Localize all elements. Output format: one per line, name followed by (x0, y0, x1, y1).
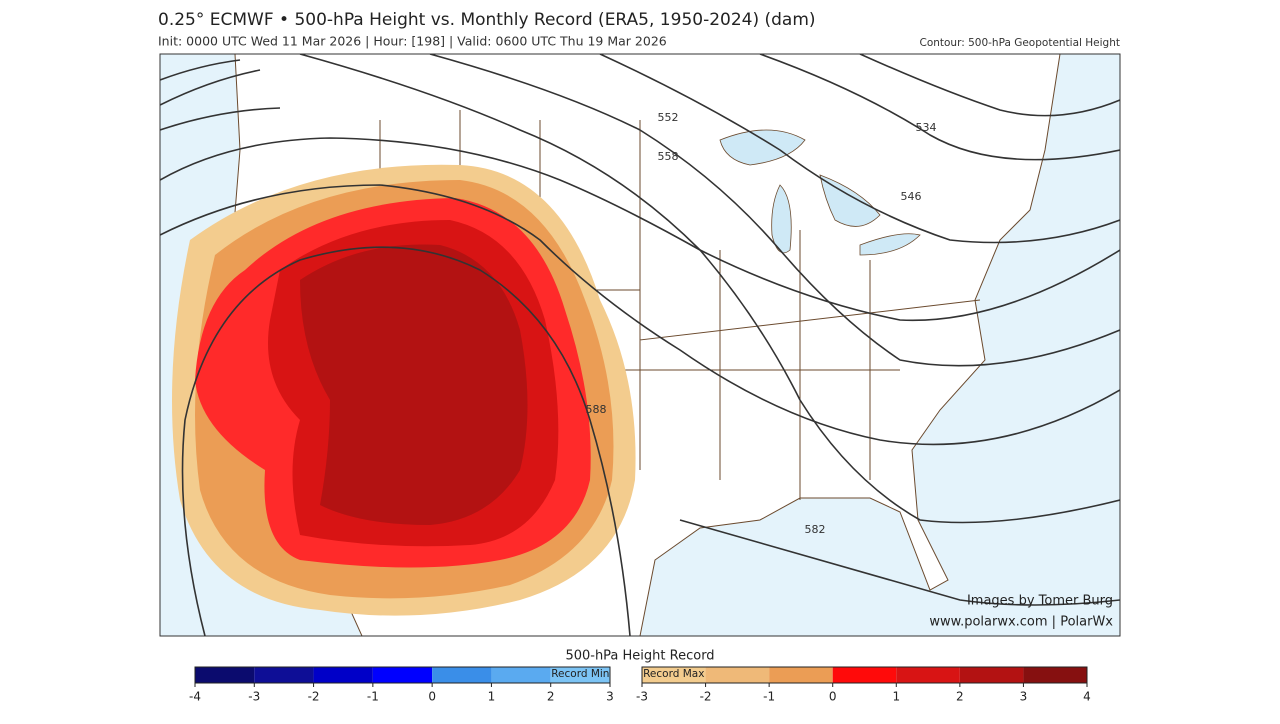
colorbar-tick-label: -2 (700, 690, 712, 704)
credit: Images by Tomer Burg (967, 594, 1113, 609)
contour-note: Contour: 500-hPa Geopotential Height (919, 37, 1120, 49)
colorbar-tick-label: 4 (1083, 690, 1091, 704)
colorbar-tick-label: 3 (606, 690, 614, 704)
anomaly-fill (172, 164, 636, 616)
contour-label: 582 (805, 523, 826, 536)
colorbar-segment (491, 667, 551, 683)
colorbars: -4 -3 -2 -1 0 1 2 3 Record Min -3 -2 -1 0 1 2 3 4 Record … (189, 666, 1091, 704)
map: 552 558 534 546 588 582 Images by Tomer … (159, 53, 1121, 637)
website: www.polarwx.com | PolarWx (929, 615, 1113, 630)
contour-label: 534 (916, 121, 937, 134)
subtitle: Init: 0000 UTC Wed 11 Mar 2026 | Hour: [… (158, 34, 667, 49)
colorbar-segment (432, 667, 492, 683)
title: 0.25° ECMWF • 500-hPa Height vs. Monthly… (158, 10, 816, 30)
colorbar-tick-label: 2 (956, 690, 964, 704)
colorbar-segment (254, 667, 314, 683)
colorbar-tick-label: 0 (829, 690, 837, 704)
colorbar-tick-label: 2 (547, 690, 555, 704)
colorbar-segment (832, 667, 897, 683)
colorbar-tick-label: 1 (488, 690, 496, 704)
colorbar-segment (550, 667, 610, 683)
colorbar-segment (195, 667, 255, 683)
colorbar-segment (313, 667, 373, 683)
colorbar-label: Record Min (551, 668, 609, 680)
colorbar-segment (372, 667, 433, 683)
contour-label: 546 (901, 190, 922, 203)
contours (160, 54, 1120, 636)
great-lakes (719, 129, 921, 256)
colorbar-tick-label: -1 (367, 690, 379, 704)
colorbar-segment (769, 667, 833, 683)
colorbar-label: Record Max (643, 668, 704, 680)
colorbar-tick-label: -3 (636, 690, 648, 704)
colorbar-tick-label: -3 (248, 690, 260, 704)
colorbar-tick-label: 3 (1020, 690, 1028, 704)
colorbar-segment (705, 667, 770, 683)
colorbar-segment (1023, 667, 1087, 683)
contour-label: 552 (658, 111, 679, 124)
map-frame (159, 53, 1121, 637)
colorbar-tick-label: -1 (763, 690, 775, 704)
colorbar-tick-label: -4 (189, 690, 201, 704)
contour-label: 588 (586, 403, 607, 416)
colorbar-tick-label: 1 (892, 690, 900, 704)
colorbar-segment (642, 667, 706, 683)
colorbar-tick-label: 0 (428, 690, 436, 704)
colorbar-title: 500-hPa Height Record (565, 649, 714, 664)
colorbar-segment (896, 667, 960, 683)
colorbar-frame (641, 666, 1088, 684)
colorbar-segment (959, 667, 1024, 683)
contour-label: 558 (658, 150, 679, 163)
colorbar-frame (194, 666, 611, 684)
colorbar-tick-label: -2 (308, 690, 320, 704)
